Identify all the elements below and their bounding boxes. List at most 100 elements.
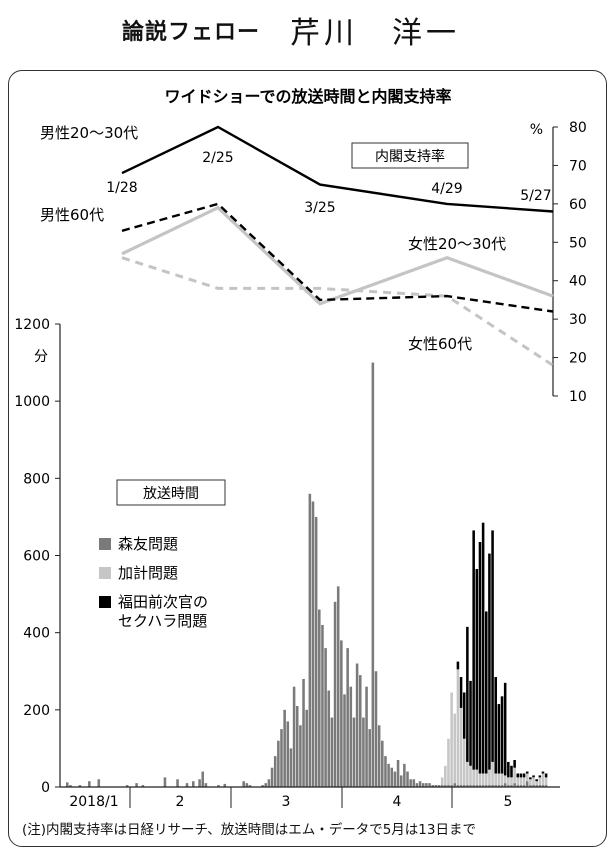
bar-0 bbox=[204, 783, 208, 787]
bar-0 bbox=[270, 767, 274, 787]
broadcast-label-box bbox=[116, 479, 226, 506]
bar-2 bbox=[494, 677, 497, 774]
bar-1 bbox=[453, 713, 457, 784]
month-label: 2 bbox=[176, 794, 185, 810]
legend-label-2: セクハラ問題 bbox=[118, 612, 207, 630]
legend-label-0: 森友問題 bbox=[118, 535, 178, 553]
broadcast-tick-label: 600 bbox=[23, 549, 50, 565]
bar-0 bbox=[478, 785, 482, 787]
bar-0 bbox=[488, 785, 491, 787]
bar-0 bbox=[510, 785, 513, 787]
bar-1 bbox=[529, 779, 532, 786]
series-label-male-20-30: 男性20～30代 bbox=[40, 124, 138, 142]
bar-2 bbox=[456, 661, 460, 670]
bar-1 bbox=[503, 775, 507, 784]
bar-0 bbox=[125, 785, 129, 787]
bar-1 bbox=[472, 769, 475, 786]
bar-0 bbox=[343, 694, 346, 787]
bar-0 bbox=[277, 740, 280, 787]
bar-0 bbox=[406, 771, 409, 787]
bar-0 bbox=[513, 783, 516, 787]
bar-0 bbox=[217, 785, 220, 787]
broadcast-unit: 分 bbox=[34, 349, 48, 365]
bar-0 bbox=[516, 785, 520, 787]
bar-0 bbox=[428, 783, 431, 787]
bar-2 bbox=[469, 680, 472, 766]
bar-0 bbox=[286, 721, 290, 787]
approval-tick-label: 70 bbox=[569, 158, 587, 174]
bar-0 bbox=[444, 785, 447, 787]
bar-2 bbox=[497, 704, 501, 774]
bar-1 bbox=[444, 765, 447, 786]
bar-2 bbox=[481, 522, 485, 774]
month-label: 4 bbox=[393, 794, 402, 810]
bar-0 bbox=[377, 725, 381, 787]
bar-0 bbox=[541, 785, 545, 787]
bar-0 bbox=[481, 785, 485, 787]
bar-0 bbox=[472, 785, 475, 787]
bar-0 bbox=[327, 690, 331, 787]
legend-label-2: 福田前次官の bbox=[118, 593, 208, 611]
bar-0 bbox=[223, 783, 227, 787]
bar-0 bbox=[88, 781, 91, 787]
bar-0 bbox=[308, 493, 312, 787]
bar-1 bbox=[510, 777, 513, 786]
bar-2 bbox=[532, 775, 535, 778]
approval-line-3 bbox=[121, 256, 554, 367]
bar-0 bbox=[192, 781, 195, 787]
bar-0 bbox=[469, 785, 472, 787]
bar-2 bbox=[529, 777, 532, 780]
bar-0 bbox=[529, 785, 532, 787]
bar-1 bbox=[494, 773, 497, 786]
bar-2 bbox=[507, 761, 510, 778]
bar-1 bbox=[519, 777, 523, 786]
bar-0 bbox=[412, 779, 416, 787]
bar-2 bbox=[538, 775, 542, 778]
bar-0 bbox=[201, 771, 205, 787]
broadcast-tick-label: 0 bbox=[41, 780, 50, 796]
chart-title: ワイドショーでの放送時間と内閣支持率 bbox=[164, 87, 451, 106]
approval-tick-label: 40 bbox=[569, 274, 587, 290]
bar-1 bbox=[478, 773, 482, 786]
bar-0 bbox=[384, 756, 387, 787]
bar-1 bbox=[459, 707, 463, 786]
bar-1 bbox=[497, 773, 501, 786]
bar-0 bbox=[431, 785, 434, 787]
bar-0 bbox=[302, 678, 305, 787]
bar-0 bbox=[311, 501, 315, 787]
bar-0 bbox=[415, 783, 419, 787]
bar-2 bbox=[535, 779, 538, 782]
legend-label-1: 加計問題 bbox=[118, 564, 178, 582]
bar-0 bbox=[78, 785, 82, 787]
approval-ticks: 10 20 30 40 50 60 70 80 bbox=[553, 120, 587, 405]
bar-1 bbox=[488, 769, 491, 786]
bar-0 bbox=[355, 663, 359, 787]
bar-0 bbox=[519, 785, 523, 787]
broadcast-tick-label: 1200 bbox=[14, 317, 50, 333]
bar-0 bbox=[261, 785, 264, 787]
bar-0 bbox=[349, 686, 353, 787]
bar-0 bbox=[409, 779, 412, 787]
bar-0 bbox=[453, 783, 457, 787]
bar-2 bbox=[516, 773, 520, 778]
author-name: 芹川 洋一 bbox=[290, 16, 460, 51]
bar-1 bbox=[532, 777, 535, 786]
bar-0 bbox=[358, 675, 362, 787]
bar-0 bbox=[456, 785, 460, 787]
bar-1 bbox=[469, 765, 472, 786]
approval-date-label: 3/25 bbox=[304, 200, 335, 216]
bar-2 bbox=[500, 696, 504, 774]
approval-x-labels: 1/28 2/25 3/25 4/29 5/27 bbox=[106, 150, 551, 216]
approval-date-label: 1/28 bbox=[106, 180, 137, 196]
bar-0 bbox=[462, 785, 466, 787]
bar-1 bbox=[538, 777, 542, 786]
bar-0 bbox=[387, 763, 390, 787]
broadcast-tick-label: 200 bbox=[23, 703, 50, 719]
bar-0 bbox=[141, 785, 145, 787]
bar-2 bbox=[484, 611, 488, 774]
approval-tick-label: 20 bbox=[569, 351, 587, 367]
series-label-female-60: 女性60代 bbox=[408, 335, 472, 353]
bar-0 bbox=[522, 785, 526, 787]
bar-1 bbox=[475, 769, 479, 786]
bar-0 bbox=[69, 785, 72, 787]
